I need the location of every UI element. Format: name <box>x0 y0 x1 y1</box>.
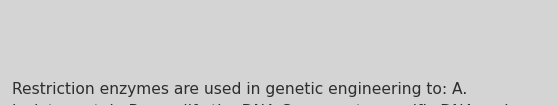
Text: Restriction enzymes are used in genetic engineering to: A.
isolate protein B. am: Restriction enzymes are used in genetic … <box>12 82 517 105</box>
